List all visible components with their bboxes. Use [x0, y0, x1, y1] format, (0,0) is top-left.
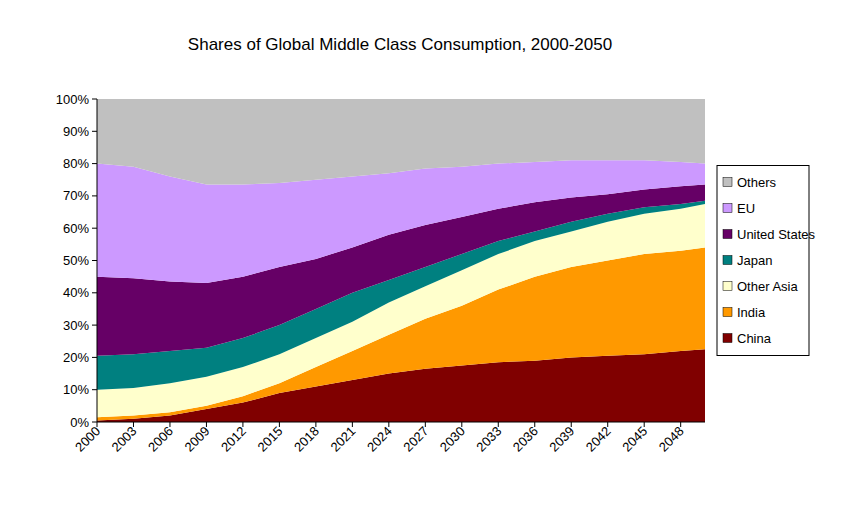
x-tick: [644, 422, 645, 427]
x-tick: [279, 422, 280, 427]
y-tick: [92, 228, 97, 229]
x-tick: [534, 422, 535, 427]
legend-label: India: [737, 305, 766, 320]
x-tick-label: 2033: [473, 424, 504, 455]
x-tick-label: 2030: [437, 424, 468, 455]
y-tick-label: 20%: [63, 350, 89, 365]
legend-swatch: [723, 282, 732, 291]
legend-swatch: [723, 178, 732, 187]
x-tick: [133, 422, 134, 427]
x-tick-label: 2021: [327, 424, 358, 455]
x-tick: [97, 422, 98, 427]
legend-label: EU: [737, 201, 755, 216]
x-tick: [680, 422, 681, 427]
y-tick: [92, 292, 97, 293]
x-tick: [607, 422, 608, 427]
x-tick: [571, 422, 572, 427]
x-tick: [461, 422, 462, 427]
legend-swatch: [723, 230, 732, 239]
x-tick: [388, 422, 389, 427]
y-tick: [92, 99, 97, 100]
x-tick-label: 2042: [583, 424, 614, 455]
x-tick: [242, 422, 243, 427]
y-tick: [92, 357, 97, 358]
legend-label: Other Asia: [737, 279, 798, 294]
y-tick-label: 100%: [56, 92, 90, 107]
y-tick-label: 30%: [63, 318, 89, 333]
x-tick-label: 2015: [254, 424, 285, 455]
x-tick: [498, 422, 499, 427]
legend-swatch: [723, 256, 732, 265]
legend-label: China: [737, 331, 772, 346]
legend-swatch: [723, 204, 732, 213]
y-tick: [92, 389, 97, 390]
y-tick: [92, 325, 97, 326]
chart-title: Shares of Global Middle Class Consumptio…: [188, 35, 612, 54]
y-tick-label: 80%: [63, 156, 89, 171]
x-tick-label: 2018: [291, 424, 322, 455]
x-tick-label: 2027: [400, 424, 431, 455]
x-tick: [169, 422, 170, 427]
x-tick-label: 2048: [656, 424, 687, 455]
legend-label: United States: [737, 227, 816, 242]
x-tick: [425, 422, 426, 427]
chart-svg: Shares of Global Middle Class Consumptio…: [0, 0, 867, 512]
legend-swatch: [723, 334, 732, 343]
y-tick-label: 50%: [63, 253, 89, 268]
y-tick-label: 70%: [63, 188, 89, 203]
legend-swatch: [723, 308, 732, 317]
x-tick-label: 2024: [364, 424, 395, 455]
legend-label: Japan: [737, 253, 772, 268]
legend: Others EU United States Japan Other Asia Indi…: [717, 166, 816, 356]
legend-label: Others: [737, 175, 777, 190]
y-tick: [92, 131, 97, 132]
y-tick-label: 60%: [63, 221, 89, 236]
x-tick-label: 2012: [218, 424, 249, 455]
x-tick-label: 2000: [72, 424, 103, 455]
x-tick-label: 2009: [182, 424, 213, 455]
x-tick-label: 2006: [145, 424, 176, 455]
x-tick-label: 2036: [510, 424, 541, 455]
x-axis-line: [97, 422, 705, 423]
x-tick: [315, 422, 316, 427]
y-tick: [92, 422, 97, 423]
y-tick-label: 0%: [70, 415, 89, 430]
y-tick-label: 40%: [63, 285, 89, 300]
y-tick: [92, 195, 97, 196]
y-tick-label: 90%: [63, 124, 89, 139]
y-tick-label: 10%: [63, 382, 89, 397]
x-tick-label: 2039: [546, 424, 577, 455]
areas: [97, 99, 705, 422]
legend-box: [717, 166, 809, 356]
x-tick-label: 2003: [109, 424, 140, 455]
y-tick: [92, 163, 97, 164]
area-series: [97, 99, 705, 185]
x-tick-label: 2045: [619, 424, 650, 455]
y-tick: [92, 260, 97, 261]
x-tick: [206, 422, 207, 427]
chart-container: Shares of Global Middle Class Consumptio…: [0, 0, 867, 512]
x-tick: [352, 422, 353, 427]
